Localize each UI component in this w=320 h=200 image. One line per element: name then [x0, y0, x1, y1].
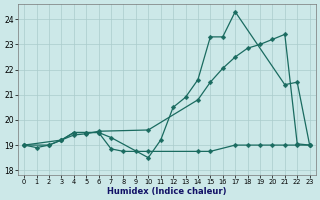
X-axis label: Humidex (Indice chaleur): Humidex (Indice chaleur) [107, 187, 227, 196]
